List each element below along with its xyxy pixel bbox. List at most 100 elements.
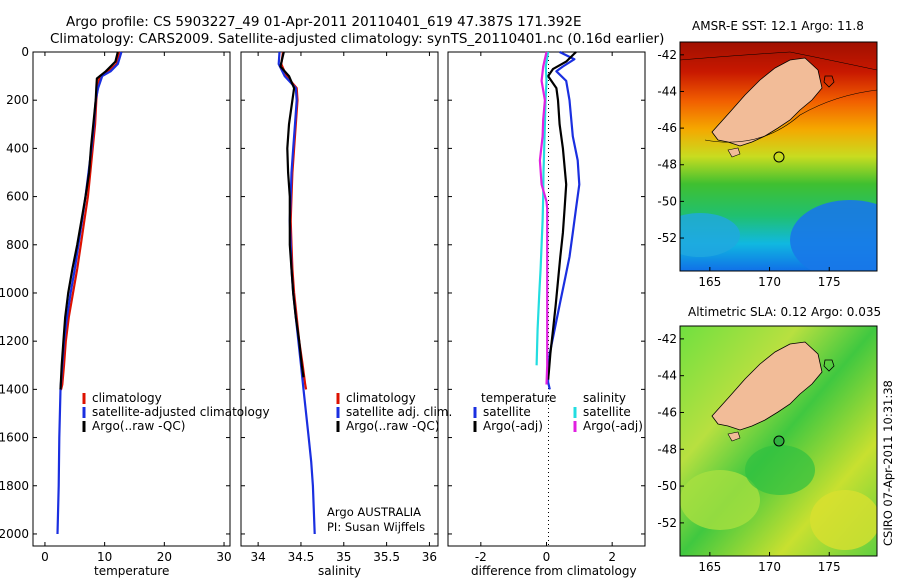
sla-map: Altimetric SLA: 0.12 Argo: 0.035 -42-44-… (657, 305, 881, 574)
series-line-satellite-adjusted-climatology (56, 51, 123, 535)
legend-header-temperature: temperature (481, 391, 556, 405)
map-y-tick-label: -52 (657, 231, 677, 245)
x-tick-label: 30 (216, 550, 231, 564)
sla-map-frame (679, 325, 878, 557)
x-tick-label: 2 (608, 550, 616, 564)
map-x-tick-label: 170 (758, 560, 781, 574)
sla-patch-1 (680, 470, 760, 530)
sla-map-title: Altimetric SLA: 0.12 Argo: 0.035 (688, 305, 881, 319)
series-line-climatology (59, 51, 121, 391)
y-tick-label: 600 (6, 190, 29, 204)
temperature-x-ticks: 0 10 20 30 (41, 52, 232, 564)
sst-cool-patch (680, 213, 740, 257)
series-line-temperature-argo-adj- (546, 51, 577, 380)
map-y-tick-label: -50 (657, 194, 677, 208)
x-tick-label: 20 (157, 550, 172, 564)
temperature-axes-box (32, 51, 231, 547)
sst-map-title: AMSR-E SST: 12.1 Argo: 11.8 (692, 19, 864, 33)
map-y-tick-label: -48 (657, 158, 677, 172)
salinity-y-ticks (241, 51, 438, 535)
sst-stewart-island (727, 147, 741, 158)
difference-x-ticks: -2 0 2 (475, 52, 616, 564)
y-tick-label: 1200 (0, 334, 29, 348)
sla-float-marker (773, 435, 785, 447)
sst-x-ticks: 165 170 175 (698, 267, 841, 289)
y-tick-label: 400 (6, 141, 29, 155)
sla-stewart-island (727, 431, 741, 442)
temperature-panel: 0 200 400 600 800 1000 1200 1400 1600 1800 2000 0 1… (0, 45, 270, 578)
sst-cold-patch (790, 200, 877, 271)
x-tick-label: 0 (543, 550, 551, 564)
x-tick-label: 0 (41, 550, 49, 564)
sst-contour (704, 89, 877, 143)
y-tick-label: 1000 (0, 286, 29, 300)
legend-label-argo: Argo(..raw -QC) (346, 419, 439, 433)
annotation-line2: PI: Susan Wijffels (327, 520, 425, 534)
y-tick-label: 1400 (0, 382, 29, 396)
series-line-argo-raw-qc- (59, 51, 119, 390)
credit-text: CSIRO 07-Apr-2011 10:31:38 (881, 380, 895, 546)
difference-lines (535, 51, 581, 390)
x-tick-label: 10 (97, 550, 112, 564)
salinity-panel: 34 34.5 35 35.5 36 climatology satellite adj… (240, 51, 452, 578)
sst-y-ticks: -42 -44 -46 -48 -50 -52 (657, 48, 684, 245)
map-y-tick-label: -52 (657, 516, 677, 530)
map-y-tick-label: -48 (657, 442, 677, 456)
x-tick-label: 34.5 (288, 550, 315, 564)
difference-xlabel: difference from climatology (471, 564, 637, 578)
y-tick-label: 1600 (0, 431, 29, 445)
map-y-tick-label: -50 (657, 479, 677, 493)
sst-map: AMSR-E SST: 12.1 Argo: 11.8 -42 -44 -46 -48… (657, 19, 878, 289)
series-line-salinity-satellite (535, 51, 550, 366)
legend-label-satellite: satellite-adjusted climatology (92, 405, 270, 419)
temperature-y-ticks: 0 200 400 600 800 1000 1200 1400 1600 1800 2000 (0, 45, 230, 541)
map-x-tick-label: 175 (818, 275, 841, 289)
map-y-tick-label: -46 (657, 121, 677, 135)
legend-label-sal-argo: Argo(-adj) (583, 419, 643, 433)
map-x-tick-label: 170 (758, 275, 781, 289)
difference-y-ticks (448, 51, 645, 535)
map-y-tick-label: -42 (657, 48, 677, 62)
sla-chatham-marker (823, 359, 835, 372)
x-tick-label: -2 (475, 550, 487, 564)
temperature-xlabel: temperature (94, 564, 169, 578)
map-x-tick-label: 165 (698, 560, 721, 574)
map-y-tick-label: -44 (657, 369, 677, 383)
difference-legend: temperature salinity satellite Argo(-adj… (473, 391, 643, 433)
y-tick-label: 0 (21, 45, 29, 59)
x-tick-label: 34 (250, 550, 265, 564)
series-line-salinity-argo-adj- (538, 51, 549, 385)
y-tick-label: 800 (6, 238, 29, 252)
sla-land (711, 341, 823, 431)
y-tick-label: 200 (6, 93, 29, 107)
map-x-tick-label: 165 (698, 275, 721, 289)
map-y-tick-label: -46 (657, 405, 677, 419)
sst-land (711, 57, 823, 147)
salinity-legend: climatology satellite adj. clim. Argo(..… (336, 391, 452, 433)
title-line2: Climatology: CARS2009. Satellite-adjuste… (50, 31, 664, 47)
x-tick-label: 35 (336, 550, 351, 564)
legend-label-climatology: climatology (92, 391, 162, 405)
x-tick-label: 35.5 (373, 550, 400, 564)
legend-label-satellite: satellite adj. clim. (346, 405, 452, 419)
sst-map-frame (679, 41, 878, 272)
sla-y-ticks: -42 -44 -46 -48 -50 -52 (657, 332, 684, 530)
y-tick-label: 1800 (0, 479, 29, 493)
difference-panel: -2 0 2 temperature salinity satellite Argo… (447, 51, 646, 578)
legend-label-sal-satellite: satellite (583, 405, 631, 419)
temperature-lines (56, 51, 123, 535)
y-tick-label: 2000 (0, 527, 29, 541)
temperature-legend: climatology satellite-adjusted climatolo… (82, 391, 270, 433)
annotation-line1: Argo AUSTRALIA (327, 505, 421, 519)
x-tick-label: 36 (422, 550, 437, 564)
sla-patch-3 (745, 445, 815, 495)
series-line-climatology (280, 51, 308, 390)
salinity-xlabel: salinity (318, 564, 361, 578)
sla-x-ticks: 165 170 175 (698, 552, 841, 574)
map-x-tick-label: 175 (818, 560, 841, 574)
sla-patch-2 (810, 490, 877, 550)
legend-label-temp-satellite: satellite (483, 405, 531, 419)
salinity-x-ticks: 34 34.5 35 35.5 36 (250, 52, 437, 564)
title-line1: Argo profile: CS 5903227_49 01-Apr-2011 … (66, 14, 582, 30)
